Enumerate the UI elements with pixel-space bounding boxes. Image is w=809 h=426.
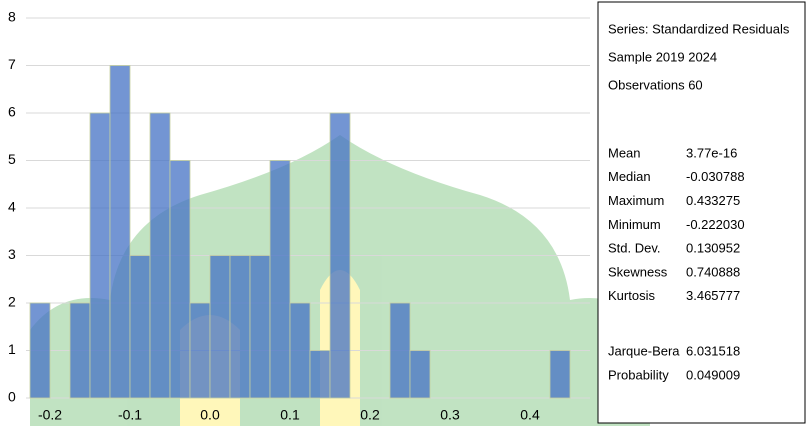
stat-label: Kurtosis (608, 288, 655, 303)
bar (409, 350, 431, 399)
y-tick-label: 4 (8, 199, 16, 215)
stats-header: Series: Standardized Residuals (608, 21, 790, 36)
stat-label: Median (608, 169, 651, 184)
x-tick-label: 0.0 (200, 407, 220, 423)
x-tick-label: -0.2 (38, 407, 62, 423)
stats-header: Observations 60 (608, 77, 703, 92)
x-tick-label: -0.1 (118, 407, 142, 423)
x-tick-label: 0.4 (520, 407, 540, 423)
bar (169, 160, 191, 399)
bar (129, 255, 151, 399)
stat-value: 3.465777 (686, 288, 740, 303)
stat-label: Mean (608, 145, 641, 160)
y-tick-label: 3 (8, 246, 16, 262)
bar (229, 255, 251, 399)
bar (69, 302, 91, 399)
test-value: 0.049009 (686, 367, 740, 382)
bar (209, 255, 231, 399)
y-tick-label: 7 (8, 56, 16, 72)
stat-label: Std. Dev. (608, 241, 661, 256)
test-value: 6.031518 (686, 343, 740, 358)
y-tick-label: 0 (8, 389, 16, 405)
bar (29, 302, 51, 399)
stat-label: Skewness (608, 264, 668, 279)
stat-value: -0.222030 (686, 217, 745, 232)
bar (189, 302, 211, 399)
x-tick-label: 0.3 (440, 407, 460, 423)
y-tick-label: 6 (8, 104, 16, 120)
stat-value: 3.77e-16 (686, 145, 737, 160)
y-tick-label: 5 (8, 151, 16, 167)
stats-box (597, 1, 806, 424)
y-tick-label: 8 (8, 9, 16, 25)
bar (149, 112, 171, 399)
stats-header: Sample 2019 2024 (608, 49, 717, 64)
bar (89, 112, 111, 399)
stat-value: 0.740888 (686, 264, 740, 279)
bar (249, 255, 271, 399)
bar (109, 65, 131, 399)
stat-value: 0.130952 (686, 241, 740, 256)
y-tick-label: 1 (8, 341, 16, 357)
bar (549, 350, 571, 399)
y-tick-label: 2 (8, 294, 16, 310)
bar (269, 160, 291, 399)
bar (309, 350, 331, 399)
stat-label: Minimum (608, 217, 661, 232)
x-tick-label: 0.1 (280, 407, 300, 423)
stat-value: -0.030788 (686, 169, 745, 184)
stat-value: 0.433275 (686, 193, 740, 208)
x-tick-label: 0.2 (360, 407, 380, 423)
bar (329, 112, 351, 399)
bar (389, 302, 411, 399)
test-label: Probability (608, 367, 669, 382)
test-label: Jarque-Bera (608, 343, 680, 358)
bar (289, 302, 311, 399)
stat-label: Maximum (608, 193, 664, 208)
